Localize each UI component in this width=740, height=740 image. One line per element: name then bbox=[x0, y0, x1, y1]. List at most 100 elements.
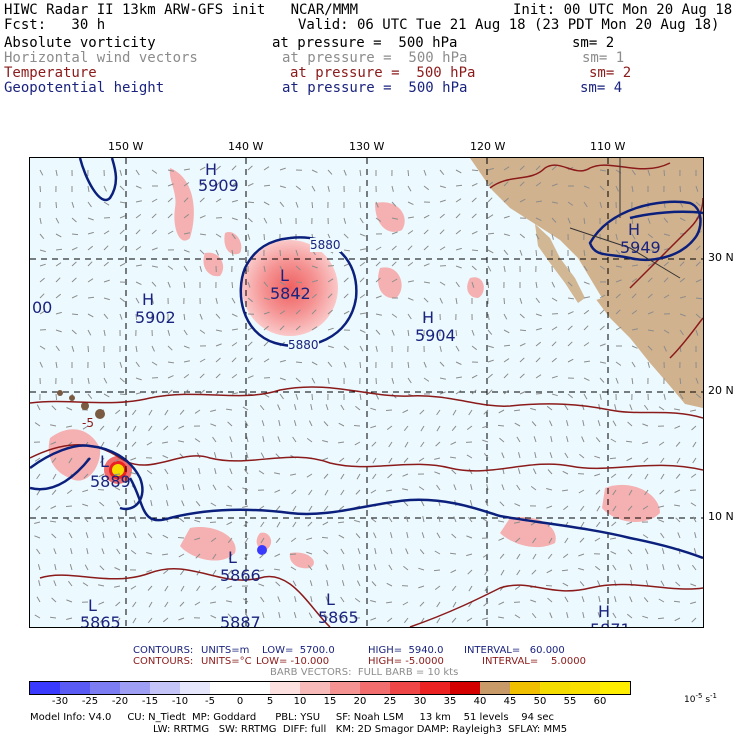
wind-barb bbox=[322, 440, 329, 443]
wind-barb bbox=[692, 564, 697, 571]
wind-barb bbox=[643, 597, 649, 603]
wind-barb bbox=[36, 548, 41, 555]
wind-barb bbox=[359, 329, 366, 334]
wind-barb bbox=[612, 489, 617, 496]
wind-barb bbox=[228, 553, 233, 560]
wind-barb bbox=[210, 409, 217, 412]
wind-barb bbox=[101, 548, 105, 555]
wind-barb bbox=[659, 489, 665, 495]
wind-barb bbox=[519, 233, 526, 239]
wind-barb bbox=[194, 537, 201, 541]
colorbar-tick-label: 15 bbox=[323, 696, 337, 707]
wind-barb bbox=[391, 261, 397, 267]
wind-barb bbox=[663, 169, 665, 177]
wind-barb bbox=[439, 246, 446, 251]
wind-barb bbox=[455, 169, 462, 174]
wind-barb bbox=[439, 281, 446, 286]
wind-barb bbox=[292, 505, 297, 512]
wind-barb bbox=[455, 297, 458, 304]
wind-barb bbox=[419, 549, 425, 555]
wind-barb bbox=[263, 358, 270, 363]
wind-barb bbox=[692, 441, 697, 448]
wind-barb bbox=[210, 601, 217, 604]
colorbar-tick-label: -15 bbox=[141, 696, 159, 707]
pressure-center-value: 5865 bbox=[318, 608, 359, 627]
wind-barb bbox=[661, 548, 665, 555]
wind-barb bbox=[275, 537, 281, 544]
colorbar-cell bbox=[390, 682, 420, 694]
wind-barb bbox=[403, 501, 409, 507]
wind-barb bbox=[673, 600, 681, 603]
wind-barb bbox=[375, 217, 382, 222]
wind-barb bbox=[375, 329, 381, 335]
wind-barb bbox=[691, 425, 697, 431]
wind-barb bbox=[450, 552, 457, 555]
wind-barb bbox=[455, 345, 460, 352]
wind-barb bbox=[386, 601, 393, 604]
init-time: Init: 00 UTC Mon 20 Aug 18 bbox=[513, 2, 733, 18]
wind-barb bbox=[261, 420, 265, 427]
field-level: at pressure = 500 hPa bbox=[282, 80, 468, 96]
wind-barb bbox=[578, 553, 585, 557]
wind-barb bbox=[258, 569, 265, 572]
wind-barb bbox=[66, 425, 73, 428]
wind-barb bbox=[532, 553, 537, 560]
wind-barb bbox=[54, 563, 57, 571]
wind-barb bbox=[183, 373, 190, 379]
wind-barb bbox=[342, 564, 345, 571]
wind-barb bbox=[471, 345, 478, 351]
wind-barb bbox=[183, 249, 190, 253]
wind-barb bbox=[103, 393, 110, 398]
wind-barb bbox=[308, 612, 313, 619]
wind-barb bbox=[247, 357, 253, 363]
wind-barb bbox=[196, 585, 201, 592]
wind-barb bbox=[631, 217, 634, 225]
wind-barb bbox=[405, 548, 409, 555]
wind-barb bbox=[450, 441, 457, 446]
wind-barb bbox=[226, 408, 233, 411]
wind-barb bbox=[423, 281, 430, 284]
wind-barb bbox=[210, 537, 217, 543]
wind-barb bbox=[583, 342, 590, 347]
wind-barb bbox=[183, 313, 186, 320]
wind-barb bbox=[132, 425, 137, 432]
wind-barb bbox=[612, 564, 617, 571]
wind-barb bbox=[263, 311, 270, 315]
wind-barb bbox=[675, 517, 681, 523]
colorbar-cell bbox=[240, 682, 270, 694]
wind-barb bbox=[321, 536, 329, 539]
wind-barb bbox=[37, 564, 41, 571]
wind-barb bbox=[167, 375, 174, 379]
wind-barb bbox=[439, 377, 446, 380]
wind-barb bbox=[357, 548, 361, 555]
wind-barb bbox=[583, 265, 588, 272]
wind-barb bbox=[679, 377, 682, 385]
wind-barb bbox=[39, 233, 45, 240]
wind-barb bbox=[434, 585, 441, 591]
wind-barb bbox=[135, 214, 142, 219]
temp-contours-units: UNITS=°C bbox=[201, 656, 252, 667]
wind-barb bbox=[306, 551, 313, 555]
wind-barb bbox=[38, 580, 41, 587]
colorbar-cell bbox=[270, 682, 300, 694]
gulf-of-california bbox=[560, 240, 602, 300]
wind-barb bbox=[391, 231, 398, 235]
pressure-center-type: L bbox=[228, 548, 237, 567]
wind-barb bbox=[596, 521, 601, 528]
wind-barb bbox=[34, 535, 41, 539]
wind-barb bbox=[151, 281, 157, 287]
wind-barb bbox=[325, 564, 329, 571]
wind-barb bbox=[642, 505, 649, 510]
wind-barb bbox=[629, 404, 633, 411]
wind-barb bbox=[55, 201, 57, 209]
wind-barb bbox=[535, 392, 543, 395]
colorbar-tick-label: 50 bbox=[533, 696, 547, 707]
wind-barb bbox=[516, 569, 521, 576]
wind-barb bbox=[39, 169, 44, 176]
wind-barb bbox=[355, 489, 361, 495]
wind-barb bbox=[647, 361, 650, 368]
wind-barb bbox=[598, 403, 601, 411]
wind-barb bbox=[131, 441, 137, 447]
wind-barb bbox=[199, 166, 206, 171]
wind-barb bbox=[162, 441, 169, 444]
